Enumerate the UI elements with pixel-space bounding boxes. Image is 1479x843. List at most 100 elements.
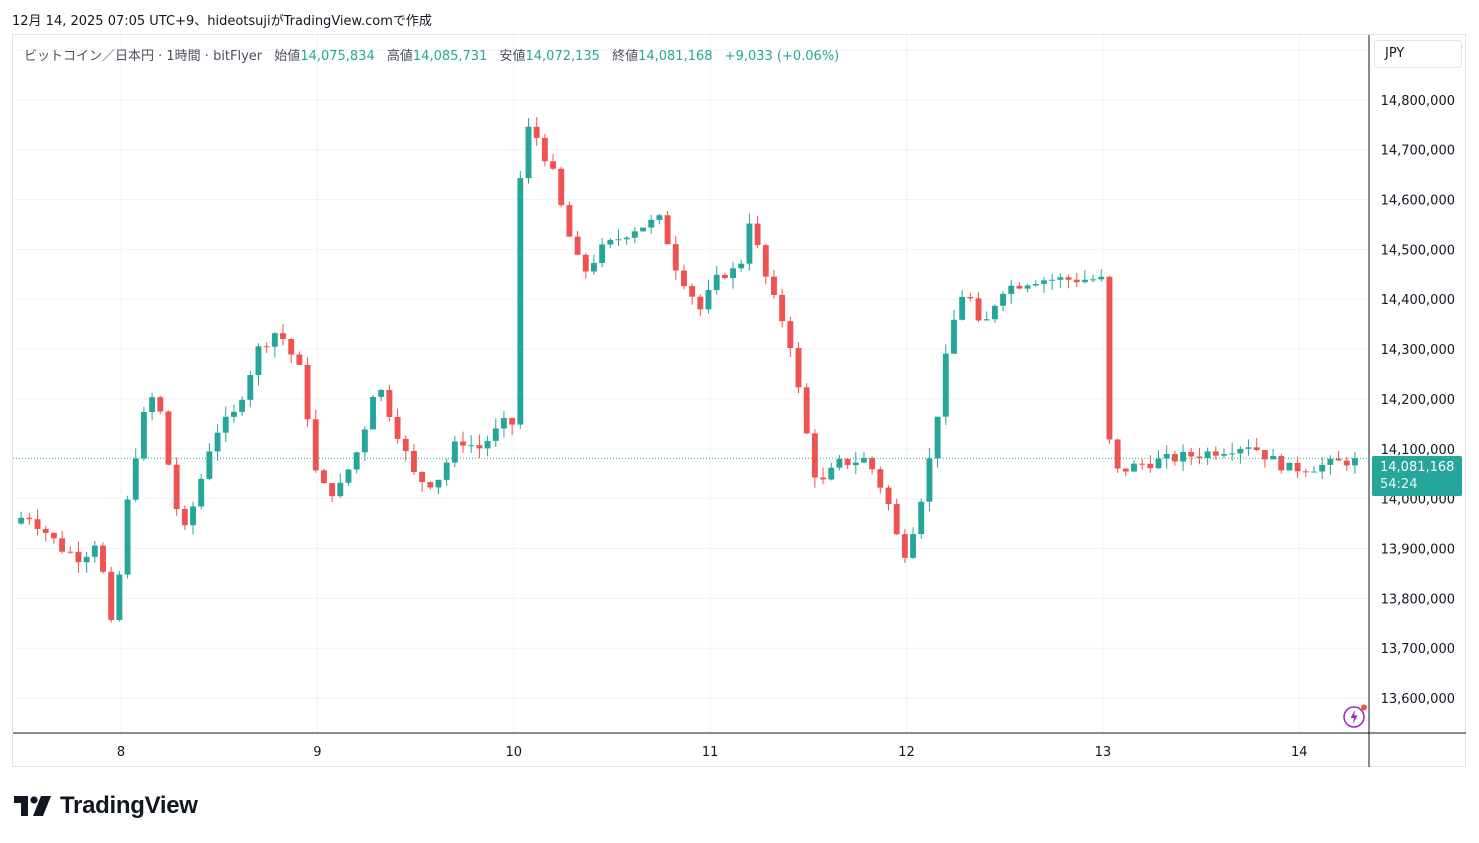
candle-down — [566, 205, 573, 237]
candle-down — [165, 411, 172, 465]
candle-up — [222, 416, 229, 433]
close-value: 14,081,168 — [638, 49, 713, 64]
tradingview-logo-text: TradingView — [60, 792, 198, 819]
candle-down — [558, 168, 565, 206]
candle-up — [1351, 458, 1358, 466]
candle-down — [844, 458, 851, 466]
candle-down — [877, 469, 884, 488]
candle-up — [1319, 464, 1326, 472]
candle-up — [492, 428, 499, 441]
candle-up — [484, 440, 491, 449]
tradingview-logo-icon — [14, 796, 51, 816]
candle-down — [34, 519, 41, 529]
candle-down — [1188, 451, 1195, 457]
candle-up — [918, 501, 925, 535]
candle-up — [1221, 454, 1227, 456]
candle-down — [721, 274, 728, 279]
candle-up — [190, 506, 196, 526]
candle-down — [1335, 458, 1342, 461]
candle-down — [574, 236, 581, 255]
candle-up — [852, 462, 859, 466]
candle-down — [582, 254, 589, 272]
candle-down — [1278, 456, 1285, 471]
candle-up — [738, 263, 745, 269]
candle-down — [263, 346, 270, 348]
y-tick-label: 13,700,000 — [1381, 642, 1455, 657]
y-tick-label: 13,900,000 — [1381, 543, 1455, 558]
candle-down — [410, 450, 417, 472]
candle-up — [500, 418, 507, 429]
candle-down — [1302, 471, 1309, 473]
candle-down — [541, 137, 548, 162]
candle-down — [754, 223, 761, 246]
candle-down — [26, 517, 33, 520]
candle-up — [1000, 293, 1007, 306]
candle-up — [926, 458, 933, 502]
candle-down — [811, 433, 818, 478]
candle-down — [689, 286, 696, 297]
lightning-icon[interactable] — [1343, 704, 1367, 728]
open-label: 始値 — [274, 49, 301, 64]
candle-down — [1073, 279, 1080, 283]
candle-down — [967, 296, 974, 299]
candle-down — [762, 245, 769, 277]
candle-up — [198, 478, 205, 507]
candle-down — [820, 477, 826, 480]
y-tick-label: 14,200,000 — [1381, 393, 1455, 408]
candle-up — [132, 458, 139, 500]
x-tick-label: 14 — [1291, 745, 1308, 760]
candle-down — [1212, 451, 1219, 456]
candle-up — [18, 517, 25, 524]
x-tick-label: 9 — [313, 745, 321, 760]
change-value: +9,033 (+0.06%) — [724, 49, 840, 64]
candle-down — [296, 354, 303, 365]
candle-down — [173, 464, 180, 510]
candle-up — [1008, 285, 1015, 294]
candle-down — [901, 534, 908, 558]
candle-down — [771, 276, 777, 295]
candle-down — [672, 244, 679, 271]
candle-up — [1057, 277, 1064, 280]
y-tick-label: 14,000,000 — [1381, 493, 1455, 508]
candle-down — [476, 445, 483, 449]
candle-up — [607, 239, 614, 245]
chart-caption: 12月 14, 2025 07:05 UTC+9、hideotsujiがTrad… — [12, 14, 432, 29]
candle-up — [149, 397, 156, 413]
symbol-label[interactable]: ビットコイン／日本円 · 1時間 · bitFlyer — [24, 49, 263, 64]
last-price-tag: 14,081,168 54:24 — [1372, 456, 1462, 496]
candle-up — [705, 290, 712, 310]
candle-up — [345, 469, 352, 483]
candle-up — [83, 556, 90, 563]
x-tick-label: 13 — [1095, 745, 1112, 760]
bar-countdown: 54:24 — [1380, 477, 1418, 492]
candle-down — [779, 294, 786, 322]
candle-down — [803, 387, 810, 434]
candles — [18, 117, 1358, 623]
low-label: 安値 — [499, 49, 526, 64]
candle-up — [1245, 447, 1252, 449]
candle-down — [100, 545, 106, 572]
candle-down — [885, 487, 892, 505]
x-tick-label: 10 — [505, 745, 522, 760]
candle-down — [1106, 276, 1113, 440]
candle-down — [509, 418, 516, 425]
candle-down — [795, 347, 802, 388]
candle-up — [1155, 458, 1162, 469]
candle-up — [730, 268, 736, 279]
candle-down — [312, 419, 319, 471]
candle-up — [337, 482, 344, 497]
candle-down — [1261, 450, 1268, 460]
candle-down — [460, 441, 466, 446]
candle-down — [869, 457, 876, 470]
candle-down — [427, 482, 434, 488]
candle-up — [353, 452, 360, 470]
currency-button[interactable]: JPY — [1374, 40, 1462, 68]
ohlc-legend: ビットコイン／日本円 · 1時間 · bitFlyer 始値14,075,834… — [24, 45, 839, 64]
candle-up — [443, 462, 450, 480]
tradingview-logo[interactable]: TradingView — [14, 792, 198, 820]
axes: 13,600,000 13,700,000 13,800,000 13,900,000… — [13, 35, 1466, 767]
open-value: 14,075,834 — [300, 49, 375, 64]
candle-up — [1237, 448, 1244, 454]
candle-up — [239, 399, 246, 412]
